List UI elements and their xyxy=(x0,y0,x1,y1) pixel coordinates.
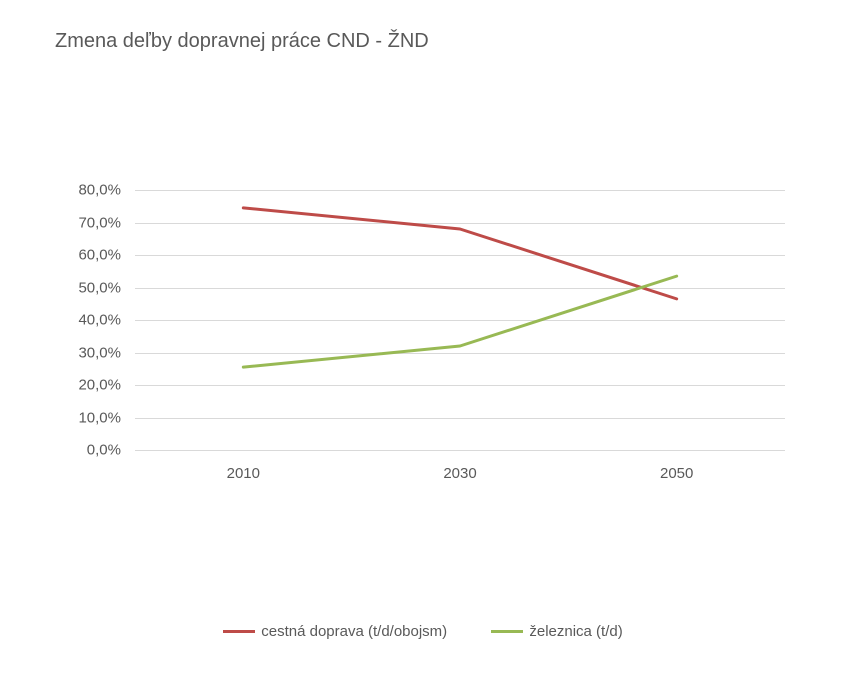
y-tick-40: 40,0% xyxy=(51,312,121,329)
y-tick-70: 70,0% xyxy=(51,214,121,231)
legend-label-1: železnica (t/d) xyxy=(529,623,622,640)
legend-item-0: cestná doprava (t/d/obojsm) xyxy=(223,623,447,640)
plot-area xyxy=(135,190,785,450)
gridline-0 xyxy=(135,450,785,451)
legend-swatch-1 xyxy=(491,630,523,633)
y-tick-0: 0,0% xyxy=(51,442,121,459)
y-tick-20: 20,0% xyxy=(51,377,121,394)
line-series-1 xyxy=(243,276,676,367)
chart-container: Zmena deľby dopravnej práce CND - ŽND 0,… xyxy=(0,0,846,689)
x-tick-1: 2030 xyxy=(443,465,476,482)
x-tick-2: 2050 xyxy=(660,465,693,482)
legend-label-0: cestná doprava (t/d/obojsm) xyxy=(261,623,447,640)
y-tick-60: 60,0% xyxy=(51,247,121,264)
x-tick-0: 2010 xyxy=(227,465,260,482)
y-tick-80: 80,0% xyxy=(51,182,121,199)
legend: cestná doprava (t/d/obojsm) železnica (t… xyxy=(0,620,846,640)
y-tick-50: 50,0% xyxy=(51,279,121,296)
legend-swatch-0 xyxy=(223,630,255,633)
line-series-0 xyxy=(243,208,676,299)
y-tick-30: 30,0% xyxy=(51,344,121,361)
y-tick-10: 10,0% xyxy=(51,409,121,426)
chart-title: Zmena deľby dopravnej práce CND - ŽND xyxy=(55,30,429,53)
chart-lines-svg xyxy=(135,190,785,450)
legend-item-1: železnica (t/d) xyxy=(491,623,622,640)
